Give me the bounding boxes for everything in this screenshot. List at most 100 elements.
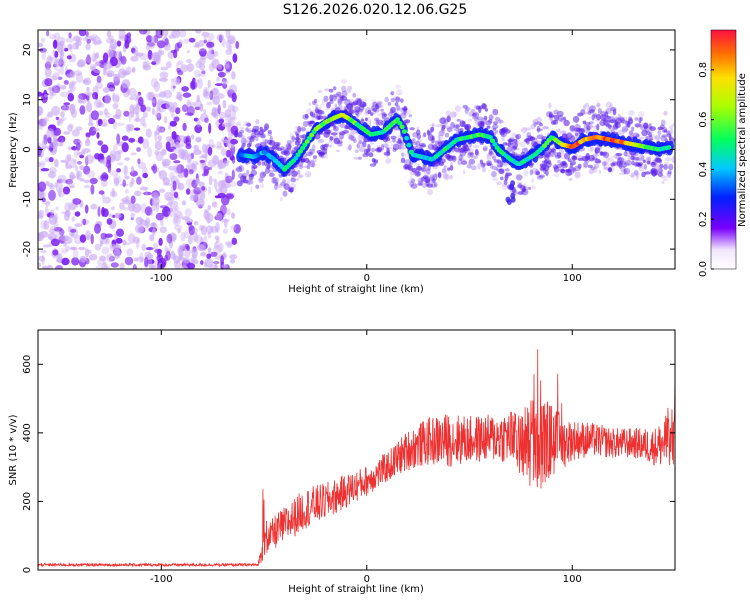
noise-blob [124, 256, 134, 266]
noise-blob [199, 190, 206, 201]
noise-blob [173, 49, 178, 59]
noise-blob [186, 49, 190, 54]
noise-blob [376, 100, 383, 105]
noise-blob [221, 160, 231, 164]
ridge-halo-blob [357, 108, 364, 112]
ridge-halo-blob [548, 147, 552, 155]
ridge-halo-blob [593, 112, 597, 117]
noise-blob [77, 99, 87, 104]
ridge-halo-blob [412, 145, 419, 150]
ridge-halo-blob [390, 91, 395, 96]
ridge-halo-blob [346, 103, 354, 111]
ridge-core [489, 138, 496, 144]
noise-blob [136, 147, 142, 152]
noise-blob [202, 143, 207, 153]
noise-blob [646, 130, 654, 134]
noise-blob [239, 126, 245, 130]
noise-blob [47, 136, 52, 144]
ridge-halo-blob [493, 159, 499, 163]
figure-title: S126.2026.020.12.06.G25 [283, 2, 468, 18]
noise-blob [150, 52, 160, 63]
noise-blob [86, 170, 96, 178]
noise-blob [76, 150, 80, 156]
noise-blob [215, 221, 220, 233]
noise-blob [38, 255, 45, 262]
noise-blob [138, 96, 144, 107]
ridge-halo-blob [654, 169, 659, 176]
noise-blob [103, 108, 109, 116]
noise-blob [124, 40, 130, 49]
ridge-halo-blob [418, 180, 424, 186]
noise-blob [157, 50, 163, 58]
ridge-halo-blob [447, 155, 454, 162]
ridge-halo-blob [437, 139, 443, 147]
ridge-halo-blob [260, 141, 267, 148]
ridge-halo-blob [372, 101, 378, 107]
noise-blob [472, 144, 480, 149]
ridge-halo-blob [274, 181, 279, 186]
noise-blob [74, 223, 83, 228]
ridge-halo-blob [312, 144, 316, 151]
noise-blob [60, 117, 67, 121]
ridge-halo-blob [312, 100, 316, 106]
noise-blob [347, 132, 352, 139]
noise-blob [340, 137, 343, 145]
ridge-halo-blob [536, 128, 544, 132]
ridge-halo-blob [242, 175, 247, 180]
noise-blob [97, 258, 105, 266]
noise-blob [116, 228, 124, 237]
ridge-halo-blob [479, 159, 483, 165]
ridge-halo-blob [604, 111, 609, 118]
noise-blob [128, 87, 137, 97]
noise-blob [156, 112, 162, 121]
noise-blob [467, 161, 470, 165]
noise-blob [210, 251, 218, 257]
ridge-halo-blob [529, 169, 533, 176]
noise-blob [61, 257, 70, 266]
ridge-halo-blob [465, 106, 471, 111]
noise-blob [189, 101, 196, 107]
spectrogram-x-tick-label: 100 [563, 273, 582, 284]
ridge-halo-blob [560, 169, 566, 174]
noise-blob [162, 206, 171, 217]
noise-blob [63, 47, 69, 52]
noise-blob [501, 135, 505, 142]
ridge-halo-blob [663, 129, 667, 133]
noise-blob [57, 68, 61, 75]
ridge-halo-blob [582, 120, 587, 125]
ridge-halo-blob [317, 138, 325, 144]
noise-blob [43, 220, 50, 230]
ridge-halo-blob [644, 171, 651, 175]
ridge-halo-blob [562, 116, 567, 121]
noise-blob [225, 48, 233, 56]
ridge-halo-blob [242, 179, 249, 184]
ridge-halo-blob [246, 122, 252, 127]
noise-blob [217, 180, 226, 190]
noise-blob [255, 119, 260, 125]
ridge-halo-blob [467, 152, 471, 159]
noise-blob [214, 256, 222, 260]
ridge-halo-blob [404, 119, 411, 124]
ridge-halo-blob [236, 131, 243, 138]
noise-blob [240, 136, 247, 139]
ridge-halo-blob [570, 135, 576, 142]
ridge-halo-blob [482, 147, 488, 152]
noise-blob [496, 181, 502, 186]
noise-blob [235, 121, 242, 127]
noise-blob [108, 213, 114, 218]
ridge-halo-blob [550, 120, 557, 125]
ridge-halo-blob [529, 136, 536, 141]
noise-blob [40, 250, 47, 253]
noise-blob [217, 170, 223, 175]
ridge-halo-blob [533, 121, 537, 128]
noise-blob [139, 52, 148, 61]
ridge-halo-blob [275, 177, 279, 184]
noise-blob [90, 184, 95, 195]
ridge-halo-blob [245, 127, 249, 131]
noise-blob [431, 122, 435, 128]
ridge-halo-blob [246, 142, 252, 148]
ridge-halo-blob [260, 133, 266, 139]
noise-blob [45, 201, 51, 207]
noise-blob [84, 138, 91, 147]
ridge-halo-blob [368, 152, 374, 158]
